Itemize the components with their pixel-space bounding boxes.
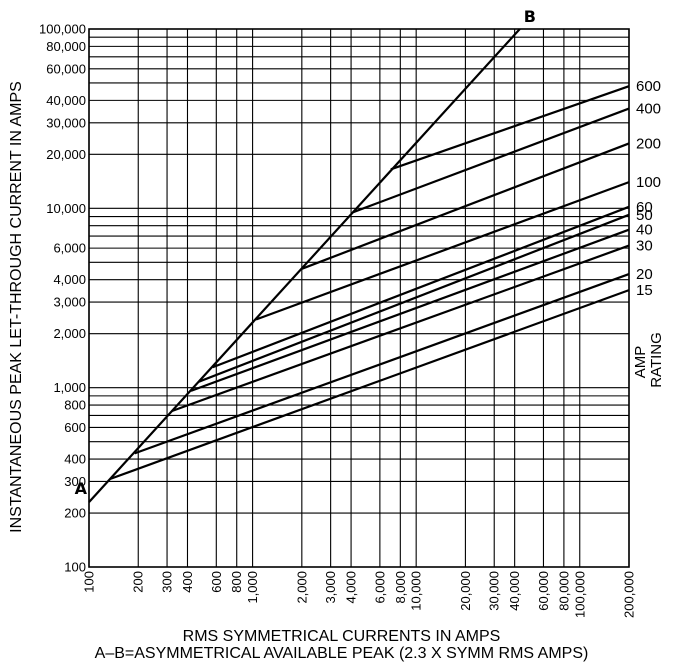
rating-line-600 [390, 85, 630, 171]
line-a-b [88, 28, 521, 503]
y-tick-label: 1,000 [53, 380, 86, 395]
x-tick-label: 40,000 [507, 571, 522, 611]
rating-line-400 [352, 107, 630, 214]
rating-label-60: 60 [636, 199, 653, 216]
rating-line-40 [190, 228, 630, 392]
rating-label-30: 30 [636, 238, 653, 255]
y-tick-labels: 100 200 300 400 600 800 1,000 2,000 3,000 4,000 6,… [39, 22, 86, 575]
y-tick-label: 200 [64, 506, 86, 521]
x-tick-label: 4,000 [344, 571, 359, 604]
x-tick-label: 200 [131, 571, 146, 593]
x-tick-label: 20,000 [458, 571, 473, 611]
rating-line-50 [198, 213, 630, 383]
y-tick-label: 400 [64, 452, 86, 467]
rating-line-20 [134, 273, 630, 455]
plot-border [88, 28, 630, 568]
y-tick-label: 10,000 [46, 201, 86, 216]
rating-line-200 [301, 142, 630, 270]
y-tick-label: 3,000 [53, 295, 86, 310]
y-tick-label: 30,000 [46, 115, 86, 130]
rating-label-200: 200 [636, 135, 661, 152]
x-tick-label: 8,000 [393, 571, 408, 604]
y-tick-label: 100,000 [39, 22, 86, 37]
x-tick-label: 400 [180, 571, 195, 593]
rating-label-400: 400 [636, 101, 661, 118]
rating-label-20: 20 [636, 266, 653, 283]
rating-label-15: 15 [636, 282, 653, 299]
rating-label-40: 40 [636, 222, 653, 239]
x-tick-label: 600 [209, 571, 224, 593]
rating-line-30 [171, 244, 630, 413]
y-tick-label: 40,000 [46, 93, 86, 108]
y-tick-label: 20,000 [46, 147, 86, 162]
x-tick-label: 3,000 [323, 571, 338, 604]
grid [88, 28, 630, 568]
y-tick-label: 2,000 [53, 326, 86, 341]
y-axis-title: INSTANTANEOUS PEAK LET-THROUGH CURRENT I… [8, 81, 25, 533]
rating-line-100 [255, 181, 630, 321]
x-tick-label: 60,000 [536, 571, 551, 611]
x-tick-label: 1,000 [245, 571, 260, 604]
y-tick-label: 6,000 [53, 241, 86, 256]
x-tick-label: 800 [229, 571, 244, 593]
amp-rating-title: AMP RATING [632, 332, 665, 388]
y-tick-label: 800 [64, 398, 86, 413]
x-tick-label: 300 [160, 571, 175, 593]
rating-label-600: 600 [636, 78, 661, 95]
x-tick-label: 80,000 [556, 571, 571, 611]
y-tick-label: 60,000 [46, 61, 86, 76]
x-tick-label: 10,000 [409, 571, 424, 611]
x-tick-label: 100,000 [572, 571, 587, 618]
y-tick-label: 80,000 [46, 39, 86, 54]
rating-line-60 [212, 205, 630, 369]
x-tick-label: 6,000 [372, 571, 387, 604]
y-tick-label: 600 [64, 420, 86, 435]
point-b-label: B [524, 7, 536, 26]
y-tick-label: 300 [64, 474, 86, 489]
y-tick-label: 100 [64, 560, 86, 575]
x-tick-label: 200,000 [622, 571, 637, 618]
x-axis-note: A–B=ASYMMETRICAL AVAILABLE PEAK (2.3 X S… [94, 645, 589, 662]
x-tick-label: 30,000 [487, 571, 502, 611]
rating-line-15 [109, 289, 630, 480]
x-tick-label: 100 [82, 571, 97, 593]
rating-label-100: 100 [636, 174, 661, 191]
rating-lines: AB [75, 7, 630, 503]
x-tick-labels: 100 200 300 400 600 800 1,000 2,000 3,000 4,000 6,… [82, 571, 637, 618]
point-a-label: A [75, 479, 88, 498]
x-tick-label: 2,000 [294, 571, 309, 604]
rating-label-50: 50 [636, 207, 653, 224]
y-tick-label: 4,000 [53, 272, 86, 287]
x-axis-title: RMS SYMMETRICAL CURRENTS IN AMPS [182, 628, 501, 645]
